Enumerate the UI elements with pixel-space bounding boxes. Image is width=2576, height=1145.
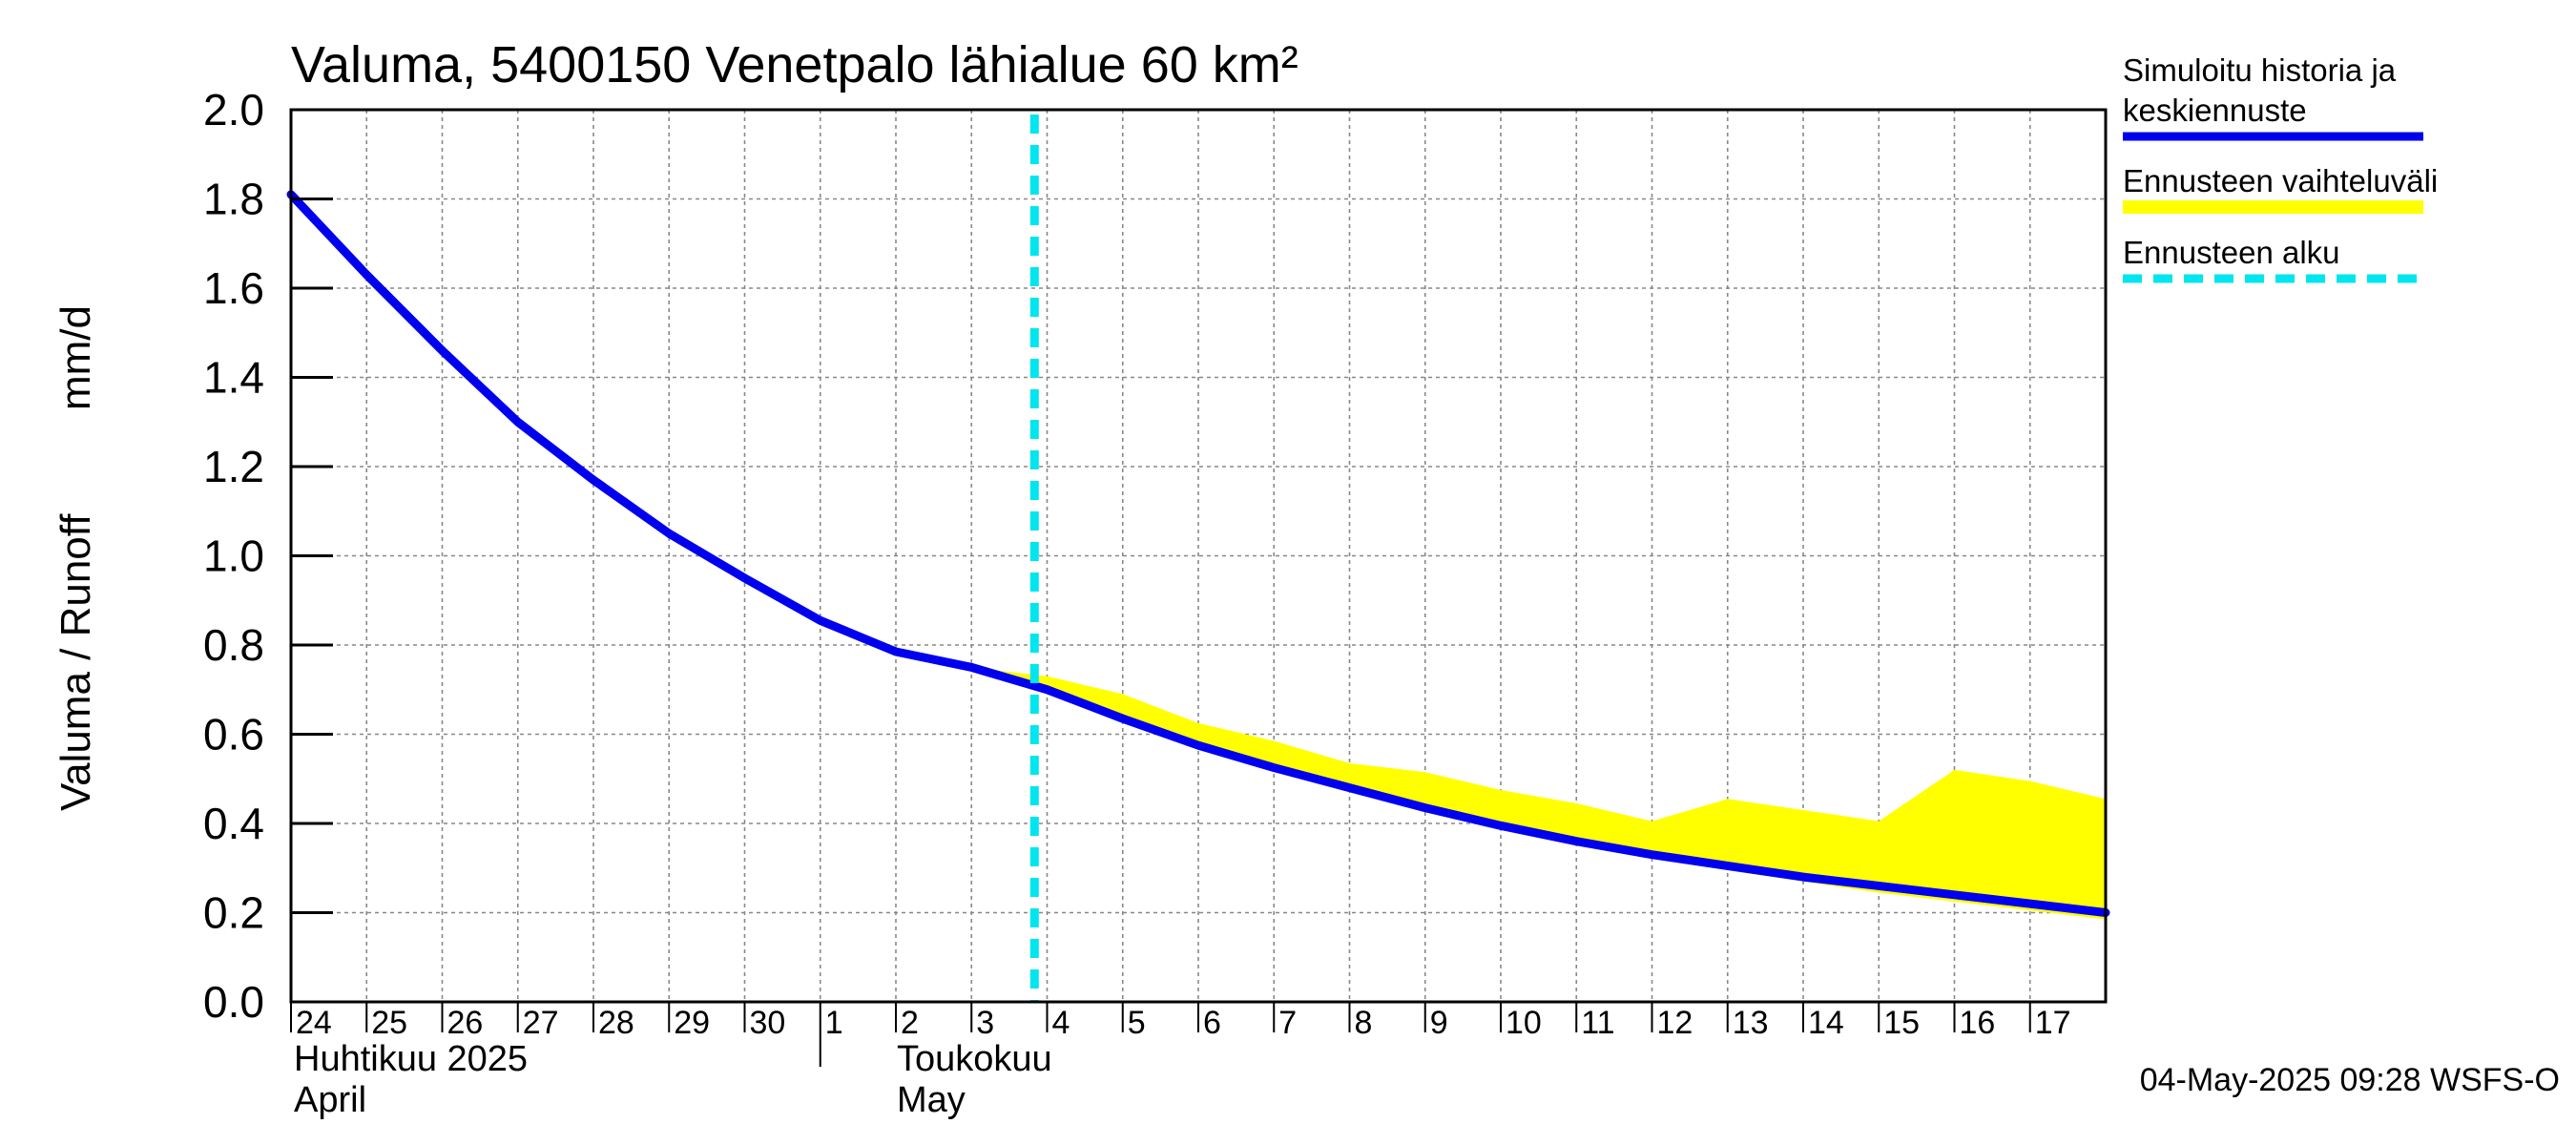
x-tick-label: 27	[523, 1005, 559, 1041]
timestamp: 04-May-2025 09:28 WSFS-O	[2140, 1062, 2560, 1098]
legend: Simuloitu historia ja keskiennuste Ennus…	[2123, 52, 2438, 283]
x-tick-label: 7	[1278, 1005, 1297, 1041]
legend-label-simulated-line1: Simuloitu historia ja	[2123, 52, 2397, 88]
x-tick-label: 28	[598, 1005, 634, 1041]
y-tick-label: 1.4	[203, 353, 264, 403]
legend-label-forecast-start: Ennusteen alku	[2123, 235, 2340, 270]
y-tick-label: 0.4	[203, 799, 264, 848]
y-tick-label: 2.0	[203, 85, 264, 135]
x-tick-label: 16	[1960, 1005, 1996, 1041]
legend-label-band: Ennusteen vaihteluväli	[2123, 163, 2438, 198]
x-tick-label: 3	[976, 1005, 994, 1041]
x-tick-label: 6	[1203, 1005, 1221, 1041]
forecast-band	[971, 667, 2106, 920]
x-tick-label: 9	[1430, 1005, 1448, 1041]
month-label-may-en: May	[897, 1080, 966, 1120]
month-label-april-fi: Huhtikuu 2025	[294, 1039, 528, 1079]
x-tick-label: 1	[825, 1005, 843, 1041]
y-tick-labels: 0.0 0.2 0.4 0.6 0.8 1.0 1.2 1.4 1.6 1.8 2.0	[203, 85, 264, 1027]
series-line-simulated	[286, 190, 2110, 917]
y-tick-label: 0.2	[203, 888, 264, 938]
y-axis-unit-label: mm/d	[52, 305, 99, 410]
x-tick-label: 13	[1733, 1005, 1769, 1041]
x-tick-label: 14	[1808, 1005, 1844, 1041]
x-tick-label: 15	[1883, 1005, 1920, 1041]
x-tick-label: 24	[296, 1005, 332, 1041]
x-tick-label: 10	[1506, 1005, 1542, 1041]
y-tick-label: 1.0	[203, 531, 264, 581]
x-tick-label: 30	[750, 1005, 786, 1041]
axes	[289, 108, 2108, 1067]
x-tick-label: 25	[371, 1005, 407, 1041]
series-line-layer	[286, 190, 2110, 917]
x-tick-label: 17	[2035, 1005, 2071, 1041]
y-tick-label: 1.2	[203, 442, 264, 491]
chart-title: Valuma, 5400150 Venetpalo lähialue 60 km…	[291, 36, 1298, 94]
forecast-band-layer	[971, 667, 2106, 920]
x-tick-label: 8	[1355, 1005, 1373, 1041]
x-tick-label: 26	[447, 1005, 484, 1041]
x-tick-label: 29	[674, 1005, 710, 1041]
month-label-may-fi: Toukokuu	[897, 1039, 1052, 1079]
y-tick-label: 1.8	[203, 175, 264, 224]
x-tick-labels: 24 25 26 27 28 29 30 1 2 3 4 5 6 7 8 9 10 11 12 13 14 15 16 17	[296, 1005, 2071, 1041]
x-tick-label: 2	[901, 1005, 919, 1041]
y-tick-label: 1.6	[203, 263, 264, 313]
x-tick-label: 5	[1128, 1005, 1146, 1041]
x-tick-label: 12	[1657, 1005, 1693, 1041]
month-label-april-en: April	[294, 1080, 366, 1120]
y-tick-label: 0.6	[203, 710, 264, 760]
legend-label-simulated-line2: keskiennuste	[2123, 93, 2307, 128]
x-tick-label: 4	[1052, 1005, 1070, 1041]
y-tick-label: 0.0	[203, 977, 264, 1027]
y-tick-label: 0.8	[203, 620, 264, 670]
y-axis-label: Valuma / Runoff	[52, 513, 99, 811]
x-tick-label: 11	[1581, 1005, 1614, 1041]
